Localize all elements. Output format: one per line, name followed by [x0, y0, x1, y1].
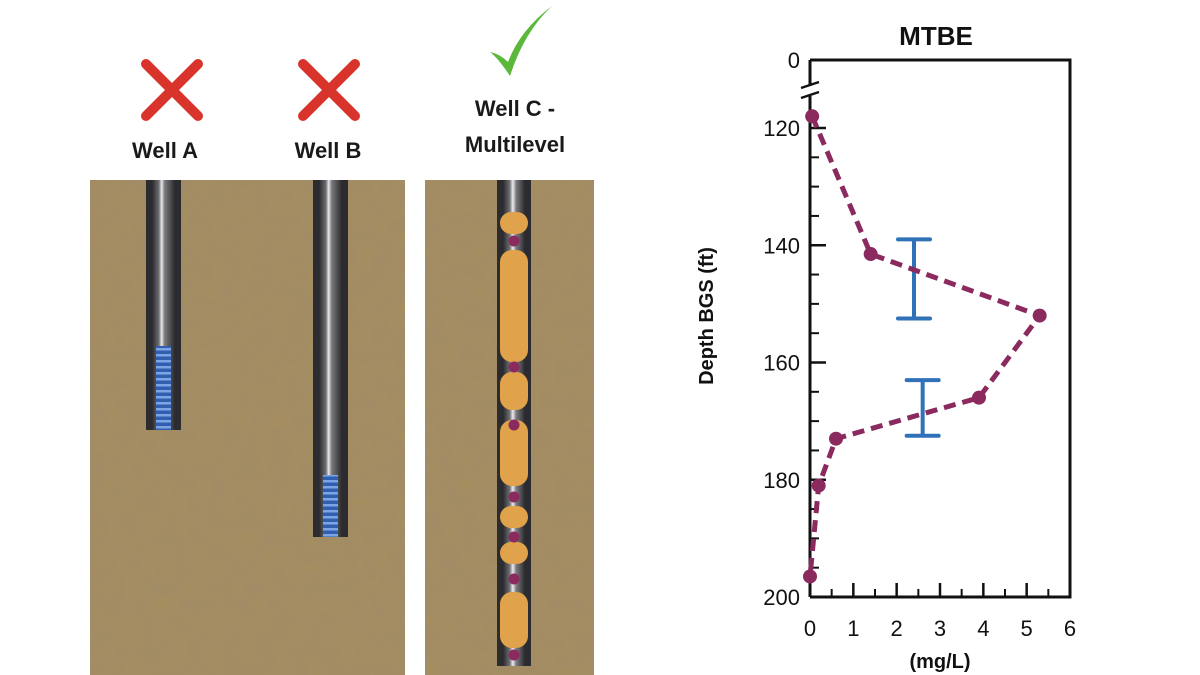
- soil-panel-right: [425, 180, 594, 675]
- well-b-label: Well B: [294, 138, 362, 163]
- well-c-casing: [497, 180, 531, 666]
- x-stroke-2: [141, 59, 203, 121]
- well-c-label: Well C - Multilevel: [440, 94, 590, 160]
- well-c-label-line1: Well C -: [474, 96, 556, 121]
- mtbe-chart: MTBE Depth BGS (ft) (mg/L) 0120140160180…: [696, 21, 1076, 673]
- interval-bar-1: [904, 378, 941, 438]
- data-point-0: [805, 109, 820, 124]
- well-a-casing: [146, 180, 181, 430]
- chart-title: MTBE: [899, 21, 973, 51]
- y-tick-label-180: 180: [763, 468, 800, 493]
- red-x-icon: [138, 58, 206, 122]
- data-point-6: [803, 569, 817, 584]
- sampling-ports: [508, 235, 520, 661]
- packers: [500, 212, 528, 648]
- x-tick-label-1: 1: [847, 616, 859, 641]
- data-point-1: [863, 247, 878, 262]
- x-tick-label-0: 0: [804, 616, 816, 641]
- screen-intervals: [896, 237, 941, 438]
- y-tick-label-200: 200: [763, 585, 800, 610]
- well-a-label: Well A: [131, 138, 198, 163]
- well-c-label-line2: Multilevel: [464, 132, 566, 157]
- y-tick-label-140: 140: [763, 233, 800, 258]
- data-point-5: [811, 478, 826, 493]
- interval-bar-0: [896, 237, 932, 321]
- well-b-screen: [323, 475, 338, 537]
- soil-panel-left: [90, 180, 405, 675]
- x-tick-label-2: 2: [891, 616, 903, 641]
- y-axis-label: Depth BGS (ft): [696, 247, 718, 385]
- data-point-2: [1032, 308, 1047, 323]
- series: [803, 109, 1047, 584]
- data-point-3: [972, 390, 986, 405]
- y-tick-label-0: 0: [788, 48, 800, 73]
- x-stroke-2: [298, 59, 360, 121]
- series-line-0: [807, 115, 1043, 580]
- x-tick-label-4: 4: [977, 616, 989, 641]
- well-b-casing: [313, 180, 348, 537]
- x-axis-label: (mg/L): [909, 651, 970, 673]
- x-tick-label-5: 5: [1021, 616, 1033, 641]
- y-tick-label-160: 160: [763, 351, 800, 376]
- y-tick-label-120: 120: [763, 116, 800, 141]
- x-tick-label-3: 3: [934, 616, 946, 641]
- axis-break-icon: [800, 80, 820, 100]
- well-a-screen: [156, 346, 171, 430]
- green-check-icon: [484, 2, 556, 80]
- data-point-4: [829, 431, 843, 446]
- red-x-icon: [295, 58, 363, 122]
- x-tick-label-6: 6: [1064, 616, 1076, 641]
